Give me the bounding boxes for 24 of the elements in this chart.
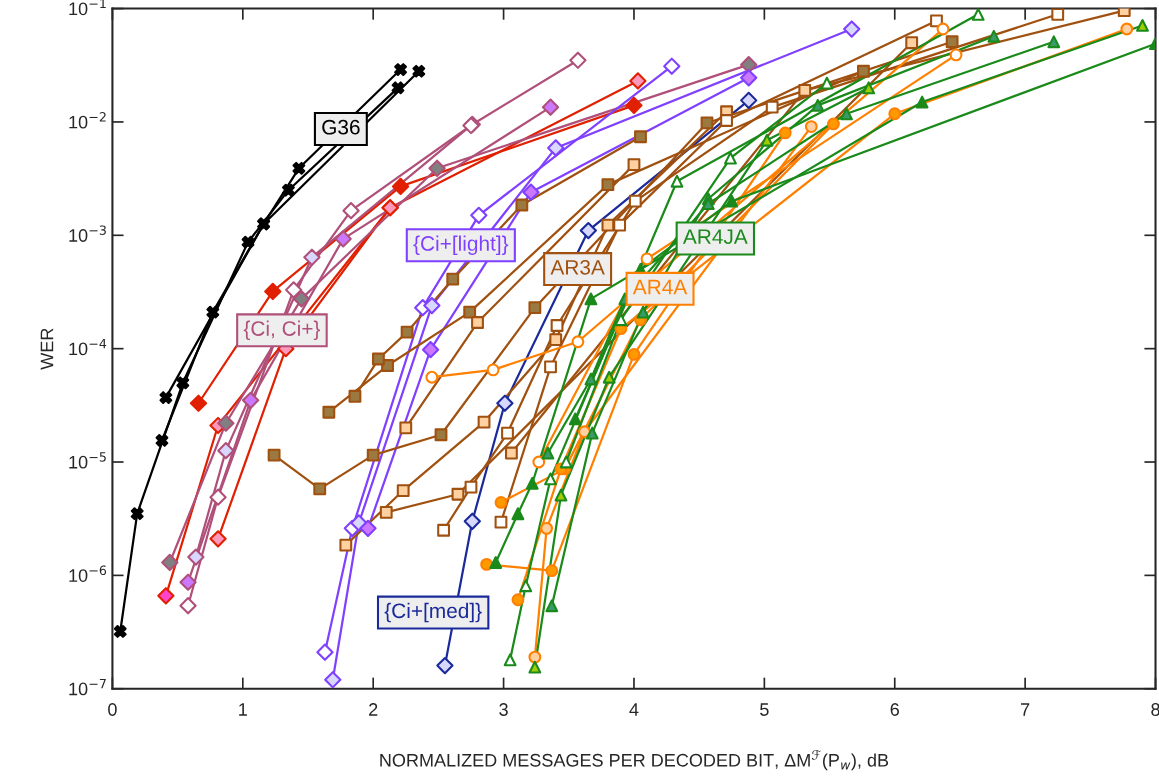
x-tick-label: 0 — [108, 703, 117, 716]
x-tick-label: 2 — [369, 703, 378, 716]
x-tick-label: 4 — [629, 703, 639, 716]
x-tick-label: 6 — [890, 703, 899, 716]
y-tick-label: 10$^{−2}$ — [69, 112, 106, 129]
annotation: {Ci+[med]} — [384, 602, 482, 623]
annotation: AR3A — [550, 259, 605, 275]
y-tick-label: 10$^{−7}$ — [69, 679, 106, 696]
annotation: AR4JA — [682, 229, 748, 245]
y-tick-label: 10$^{−3}$ — [69, 225, 106, 242]
annotation: {Ci+[light]} — [413, 235, 509, 255]
x-tick-label: 7 — [1021, 703, 1030, 716]
y-tick-label: 10$^{−4}$ — [69, 338, 107, 356]
x-tick-label: 1 — [239, 703, 247, 716]
x-tick-label: 8 — [1151, 703, 1159, 716]
y-axis-title: WER — [40, 328, 54, 370]
annotation: {Ci, Ci+} — [243, 320, 321, 341]
x-tick-label: 3 — [499, 703, 508, 716]
annotation: AR4A — [632, 279, 688, 295]
y-tick-label: 10$^{−5}$ — [69, 452, 106, 469]
x-axis-title: NORMALIZED MESSAGES PER DECODED BIT, ΔM$^{ℱ}$(P$_{w}$), dB — [380, 750, 889, 771]
y-tick-label: 10$^{−6}$ — [69, 565, 107, 582]
x-tick-label: 5 — [760, 703, 769, 716]
annotation: G36 — [322, 119, 360, 135]
